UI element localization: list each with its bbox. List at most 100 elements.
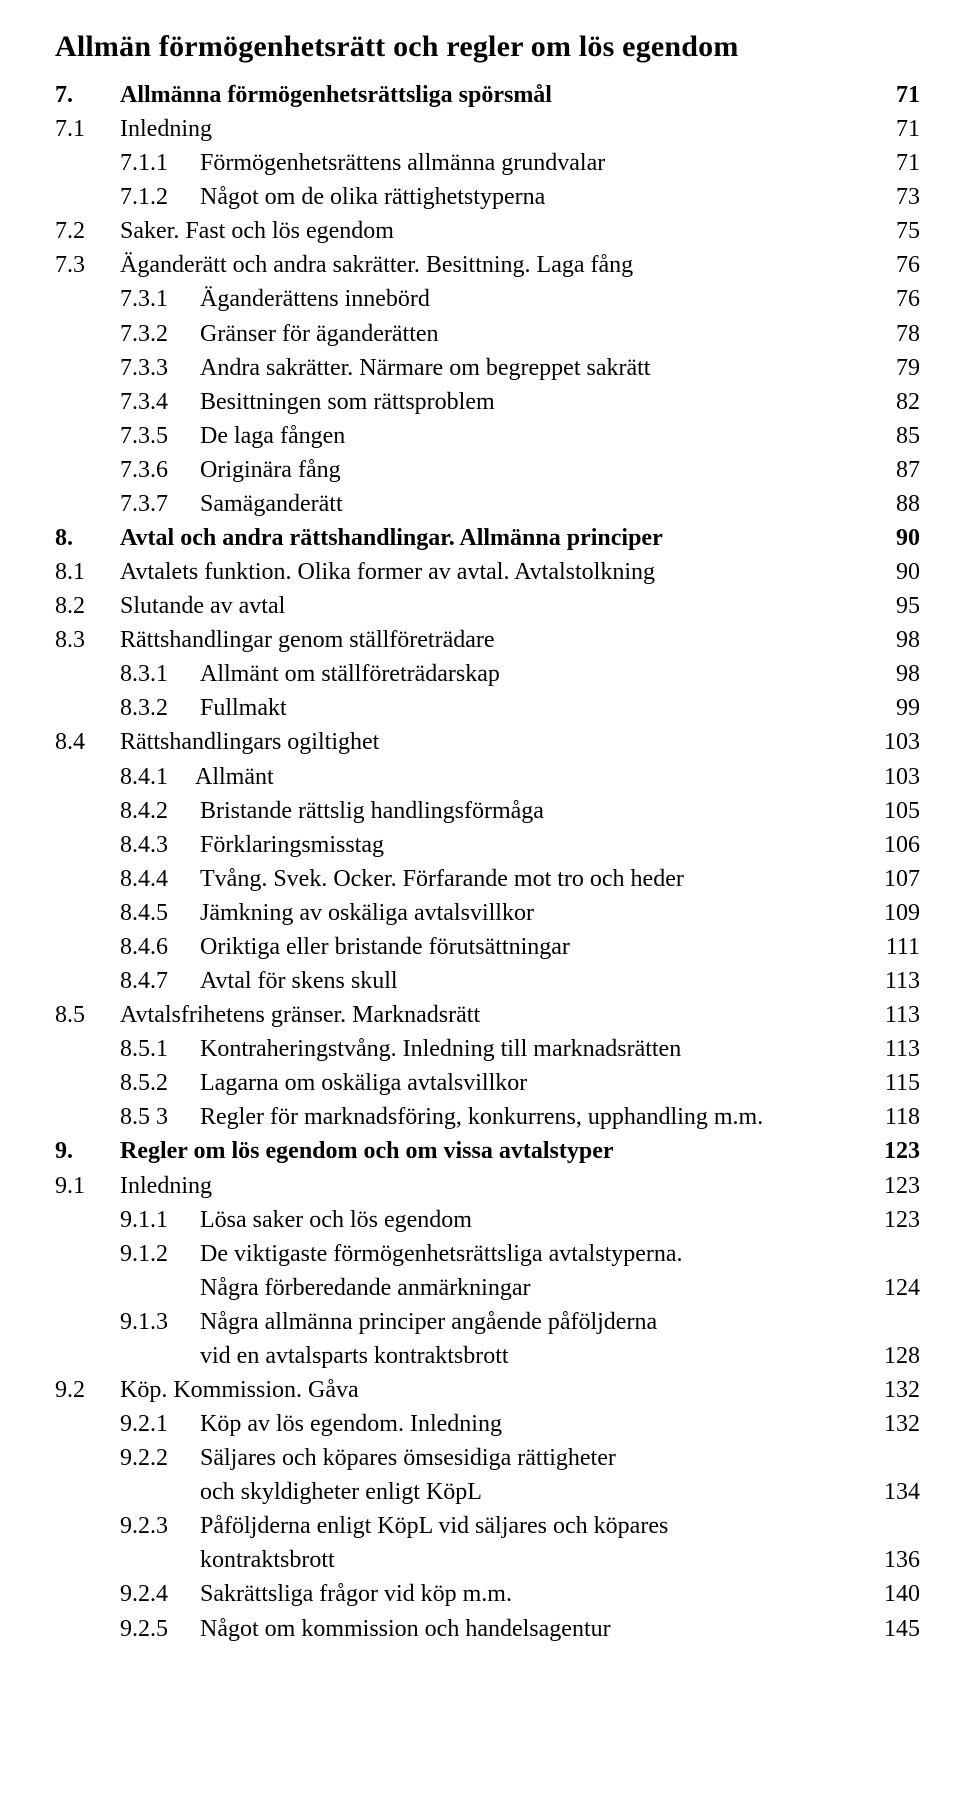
toc-entry-label: Sakrättsliga frågor vid köp m.m. (200, 1577, 865, 1611)
toc-entry-label: Äganderättens innebörd (200, 282, 865, 316)
toc-entry-page: 145 (865, 1612, 920, 1646)
toc-entry-number: 8.5.1 (120, 1032, 200, 1066)
toc-entry-label: Samäganderätt (200, 487, 865, 521)
toc-entry-label: Äganderätt och andra sakrätter. Besittni… (120, 248, 865, 282)
toc-entry: 8.5Avtalsfrihetens gränser. Marknadsrätt… (55, 998, 920, 1032)
toc-entry-number: 7.3.2 (120, 317, 200, 351)
toc-entry-page: 132 (865, 1373, 920, 1407)
toc-entry: 7.3.5De laga fången85 (55, 419, 920, 453)
toc-entry: 9.2Köp. Kommission. Gåva132 (55, 1373, 920, 1407)
toc-entry: 9.2.5Något om kommission och handelsagen… (55, 1612, 920, 1646)
toc-entry-number: 8.3.1 (120, 657, 200, 691)
toc-entry-label: och skyldigheter enligt KöpL (200, 1475, 865, 1509)
toc-entry: 8.5 3Regler för marknadsföring, konkurre… (55, 1100, 920, 1134)
toc-entry-number: 7.2 (55, 214, 120, 248)
toc-entry-page: 87 (865, 453, 920, 487)
toc-entry: 8.2Slutande av avtal95 (55, 589, 920, 623)
toc-entry: 7.1.2Något om de olika rättighetstyperna… (55, 180, 920, 214)
toc-entry-number: 8.5 (55, 998, 120, 1032)
toc-entry-label: Rättshandlingars ogiltighet (120, 725, 865, 759)
toc-entry: 8.4Rättshandlingars ogiltighet103 (55, 725, 920, 759)
toc-entry-number: 7. (55, 78, 120, 112)
toc-entry: 7.3.1Äganderättens innebörd76 (55, 282, 920, 316)
toc-entry-page: 123 (865, 1134, 920, 1168)
toc-entry-label: Tvång. Svek. Ocker. Förfarande mot tro o… (200, 862, 865, 896)
toc-entry-label: Allmänt om ställföreträdarskap (200, 657, 865, 691)
toc-entry-page: 123 (865, 1203, 920, 1237)
toc-entry: 7.3Äganderätt och andra sakrätter. Besit… (55, 248, 920, 282)
toc-entry-number: 7.1.2 (120, 180, 200, 214)
toc-entry-label: De laga fången (200, 419, 865, 453)
toc-entry: och skyldigheter enligt KöpL134 (55, 1475, 920, 1509)
toc-entry-number: 9.2.3 (120, 1509, 200, 1543)
toc-entry-page: 78 (865, 317, 920, 351)
toc-entry: 9.2.3Påföljderna enligt KöpL vid säljare… (55, 1509, 920, 1543)
toc-entry-number: 8.4 (55, 725, 120, 759)
toc-entry-label: Några förberedande anmärkningar (200, 1271, 865, 1305)
toc-entry-label: Saker. Fast och lös egendom (120, 214, 865, 248)
toc-entry-page: 98 (865, 623, 920, 657)
toc-entry-label: Regler om lös egendom och om vissa avtal… (120, 1134, 865, 1168)
toc-entry-number: 8.4.5 (120, 896, 200, 930)
toc-entry: 9.1.2De viktigaste förmögenhetsrättsliga… (55, 1237, 920, 1271)
toc-entry-page: 124 (865, 1271, 920, 1305)
toc-entry-page: 88 (865, 487, 920, 521)
toc-entry: 7.3.6Originära fång87 (55, 453, 920, 487)
toc-entry: 8.Avtal och andra rättshandlingar. Allmä… (55, 521, 920, 555)
toc-entry-page: 106 (865, 828, 920, 862)
toc-entry-page: 79 (865, 351, 920, 385)
toc-entry-label: Några allmänna principer angående påfölj… (200, 1305, 865, 1339)
toc-entry: 8.3Rättshandlingar genom ställföreträdar… (55, 623, 920, 657)
toc-entry-number: 7.1.1 (120, 146, 200, 180)
toc-entry-label: Lagarna om oskäliga avtalsvillkor (200, 1066, 865, 1100)
toc-entry-page: 113 (865, 998, 920, 1032)
toc-entry: 7.2Saker. Fast och lös egendom75 (55, 214, 920, 248)
toc-entry-page: 134 (865, 1475, 920, 1509)
toc-entry-label: Avtal för skens skull (200, 964, 865, 998)
toc-entry-page: 103 (865, 725, 920, 759)
toc-entry: 8.3.1Allmänt om ställföreträdarskap98 (55, 657, 920, 691)
toc-entry-page: 140 (865, 1577, 920, 1611)
toc-entry-number: 7.1 (55, 112, 120, 146)
toc-entry-page: 71 (865, 146, 920, 180)
toc-entry: vid en avtalsparts kontraktsbrott128 (55, 1339, 920, 1373)
toc-entry-page: 73 (865, 180, 920, 214)
toc-entry-number: 8.4.6 (120, 930, 200, 964)
toc-entry-label: Jämkning av oskäliga avtalsvillkor (200, 896, 865, 930)
toc-entry-label: Oriktiga eller bristande förutsättningar (200, 930, 865, 964)
toc-entry: Några förberedande anmärkningar124 (55, 1271, 920, 1305)
toc-entry-label: Förmögenhetsrättens allmänna grundvalar (200, 146, 865, 180)
toc-entry-number: 8.5 3 (120, 1100, 200, 1134)
toc-entry: 9.2.2Säljares och köpares ömsesidiga rät… (55, 1441, 920, 1475)
toc-entry: 8.4.7Avtal för skens skull113 (55, 964, 920, 998)
toc-entry-number: 8.1 (55, 555, 120, 589)
toc-entry: 8.1Avtalets funktion. Olika former av av… (55, 555, 920, 589)
toc-entry-label: Allmänna förmögenhetsrättsliga spörsmål (120, 78, 865, 112)
toc-entry-number: 9.2.2 (120, 1441, 200, 1475)
toc-entry: 8.4.6Oriktiga eller bristande förutsättn… (55, 930, 920, 964)
toc-entry-label: Lösa saker och lös egendom (200, 1203, 865, 1237)
toc-entry: kontraktsbrott136 (55, 1543, 920, 1577)
toc-entry-label: Något om kommission och handelsagentur (200, 1612, 865, 1646)
toc-entry-label: Förklaringsmisstag (200, 828, 865, 862)
toc-entry-number: 7.3 (55, 248, 120, 282)
toc-entry: 9.2.4Sakrättsliga frågor vid köp m.m.140 (55, 1577, 920, 1611)
toc-entry-label: Kontraheringstvång. Inledning till markn… (200, 1032, 865, 1066)
toc-entry-label: Andra sakrätter. Närmare om begreppet sa… (200, 351, 865, 385)
toc-entry: 7.Allmänna förmögenhetsrättsliga spörsmå… (55, 78, 920, 112)
toc-entry-number: 8.3.2 (120, 691, 200, 725)
toc-entry-label: Avtal och andra rättshandlingar. Allmänn… (120, 521, 865, 555)
toc-entry-page: 105 (865, 794, 920, 828)
toc-entry: 8.5.1Kontraheringstvång. Inledning till … (55, 1032, 920, 1066)
toc-entry-number: 9.2.4 (120, 1577, 200, 1611)
toc-entry-number: 9.1.2 (120, 1237, 200, 1271)
toc-entry-number: 9.1 (55, 1169, 120, 1203)
toc-entry-number: 8.2 (55, 589, 120, 623)
toc-entry: 7.1Inledning71 (55, 112, 920, 146)
toc-entry-page: 107 (865, 862, 920, 896)
toc-entry-number: 9. (55, 1134, 120, 1168)
toc-entry-page: 113 (865, 1032, 920, 1066)
toc-entry-page: 71 (865, 112, 920, 146)
toc-entry-page: 132 (865, 1407, 920, 1441)
part-title: Allmän förmögenhetsrätt och regler om lö… (55, 30, 920, 64)
